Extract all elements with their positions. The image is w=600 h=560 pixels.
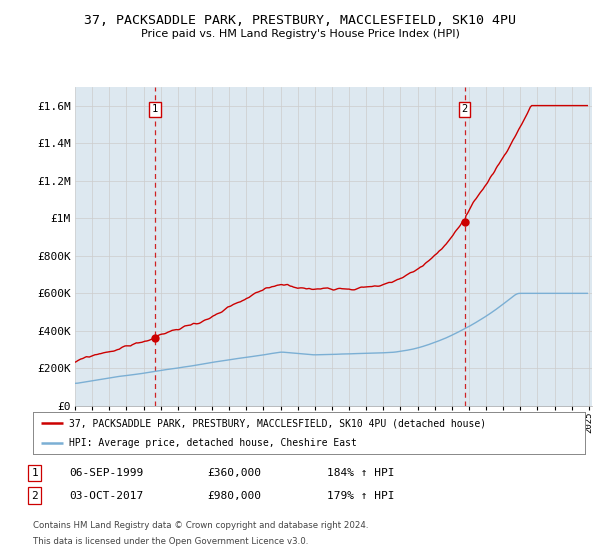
Text: This data is licensed under the Open Government Licence v3.0.: This data is licensed under the Open Gov… [33,537,308,546]
Text: Price paid vs. HM Land Registry's House Price Index (HPI): Price paid vs. HM Land Registry's House … [140,29,460,39]
Text: 37, PACKSADDLE PARK, PRESTBURY, MACCLESFIELD, SK10 4PU (detached house): 37, PACKSADDLE PARK, PRESTBURY, MACCLESF… [69,418,486,428]
Text: 06-SEP-1999: 06-SEP-1999 [69,468,143,478]
Text: £980,000: £980,000 [207,491,261,501]
Text: 1: 1 [152,104,158,114]
Text: HPI: Average price, detached house, Cheshire East: HPI: Average price, detached house, Ches… [69,438,357,448]
Text: Contains HM Land Registry data © Crown copyright and database right 2024.: Contains HM Land Registry data © Crown c… [33,521,368,530]
Text: 1: 1 [31,468,38,478]
Text: 2: 2 [31,491,38,501]
Text: 03-OCT-2017: 03-OCT-2017 [69,491,143,501]
Text: 184% ↑ HPI: 184% ↑ HPI [327,468,395,478]
Text: £360,000: £360,000 [207,468,261,478]
Text: 179% ↑ HPI: 179% ↑ HPI [327,491,395,501]
Text: 2: 2 [461,104,468,114]
Text: 37, PACKSADDLE PARK, PRESTBURY, MACCLESFIELD, SK10 4PU: 37, PACKSADDLE PARK, PRESTBURY, MACCLESF… [84,14,516,27]
